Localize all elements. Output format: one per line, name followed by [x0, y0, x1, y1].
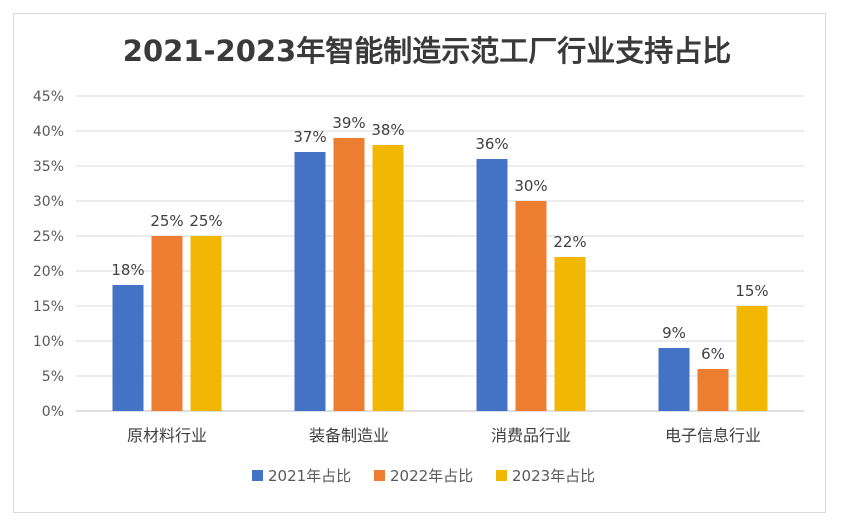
data-labels: 18% 25% 25% 37% 39% 38% 36% 30% 22% 9% 6% 15%	[111, 114, 768, 363]
data-label: 22%	[553, 233, 586, 251]
bar-3-3	[554, 257, 586, 411]
bar-3-1	[190, 236, 222, 411]
bars	[112, 138, 768, 411]
data-label: 15%	[735, 282, 768, 300]
bar-1-1	[112, 285, 144, 411]
bar-1-3	[476, 159, 508, 411]
x-category-label: 装备制造业	[309, 426, 389, 445]
legend-label: 2022年占比	[390, 467, 473, 485]
y-tick-label: 35%	[33, 159, 64, 175]
y-tick-label: 0%	[42, 404, 64, 420]
gridlines	[76, 95, 804, 412]
y-tick-label: 10%	[33, 334, 64, 350]
data-label: 25%	[150, 212, 183, 230]
x-category-label: 原材料行业	[127, 426, 207, 445]
y-axis-ticks: 0% 5% 10% 15% 20% 25% 30% 35% 40% 45%	[33, 89, 64, 420]
y-tick-label: 20%	[33, 264, 64, 280]
data-label: 39%	[332, 114, 365, 132]
bar-1-4	[658, 348, 690, 411]
legend-swatch	[374, 470, 385, 481]
bar-2-2	[333, 138, 365, 411]
y-tick-label: 15%	[33, 299, 64, 315]
x-axis-categories: 原材料行业 装备制造业 消费品行业 电子信息行业	[127, 426, 761, 445]
data-label: 6%	[701, 345, 725, 363]
chart-title: 2021-2023年智能制造示范工厂行业支持占比	[123, 34, 731, 68]
legend-label: 2021年占比	[268, 467, 351, 485]
data-label: 18%	[111, 261, 144, 279]
bar-3-2	[372, 145, 404, 411]
data-label: 38%	[371, 121, 404, 139]
data-label: 30%	[514, 177, 547, 195]
x-category-label: 消费品行业	[491, 426, 571, 445]
data-label: 9%	[662, 324, 686, 342]
x-category-label: 电子信息行业	[665, 426, 761, 445]
bar-1-2	[294, 152, 326, 411]
bar-2-1	[151, 236, 183, 411]
data-label: 25%	[189, 212, 222, 230]
bar-3-4	[736, 306, 768, 411]
y-tick-label: 25%	[33, 229, 64, 245]
bar-2-3	[515, 201, 547, 411]
data-label: 36%	[475, 135, 508, 153]
y-tick-label: 45%	[33, 89, 64, 105]
bar-2-4	[697, 369, 729, 411]
legend-label: 2023年占比	[512, 467, 595, 485]
y-tick-label: 30%	[33, 194, 64, 210]
y-tick-label: 5%	[42, 369, 64, 385]
legend-swatch	[496, 470, 507, 481]
y-tick-label: 40%	[33, 124, 64, 140]
legend-swatch	[252, 470, 263, 481]
legend: 2021年占比 2022年占比 2023年占比	[252, 467, 595, 485]
data-label: 37%	[293, 128, 326, 146]
